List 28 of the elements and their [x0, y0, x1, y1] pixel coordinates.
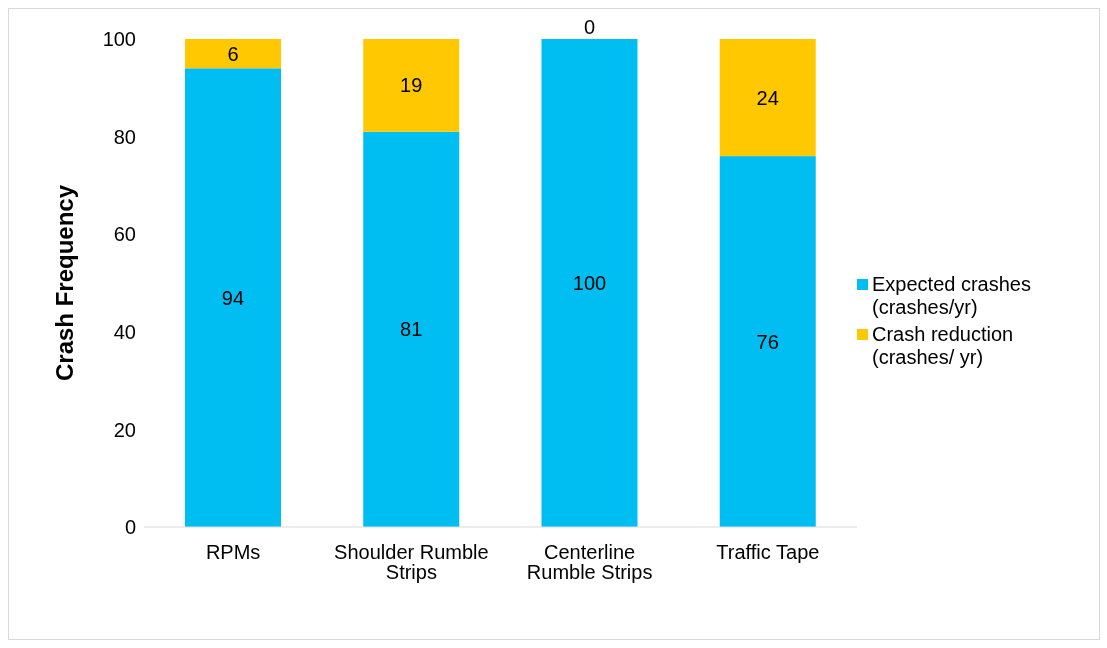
y-tick-label: 60	[113, 223, 136, 246]
data-label: 81	[400, 318, 423, 341]
y-tick-label: 20	[113, 418, 136, 441]
bar	[719, 39, 816, 157]
y-tick-label: 40	[113, 320, 136, 343]
bar	[185, 68, 281, 527]
data-label: 6	[227, 42, 239, 65]
x-tick-label: RPMs	[205, 541, 261, 564]
bar	[541, 39, 638, 527]
data-label: 100	[572, 272, 607, 294]
y-axis-title: Crash Frequency	[50, 184, 78, 382]
bar	[719, 156, 816, 527]
legend-label: Crash reduction (crashes/ yr)	[872, 323, 1015, 369]
bar	[185, 39, 281, 69]
data-label: 94	[221, 286, 245, 309]
y-tick-label: 80	[113, 125, 136, 148]
y-tick-label: 100	[102, 28, 136, 51]
x-tick-label: Traffic Tape	[716, 541, 820, 564]
data-label: 0	[583, 16, 596, 38]
y-tick-label: 0	[124, 516, 136, 539]
data-label: 76	[756, 330, 779, 353]
data-label: 24	[756, 86, 779, 109]
x-tick-label: Shoulder Rumble Strips	[334, 541, 489, 584]
legend-label: Expected crashes (crashes/yr)	[872, 273, 1032, 319]
data-label: 19	[400, 74, 423, 97]
bar	[363, 39, 460, 132]
x-tick-label: Centerline Rumble Strips	[526, 541, 653, 584]
bar	[363, 131, 460, 527]
